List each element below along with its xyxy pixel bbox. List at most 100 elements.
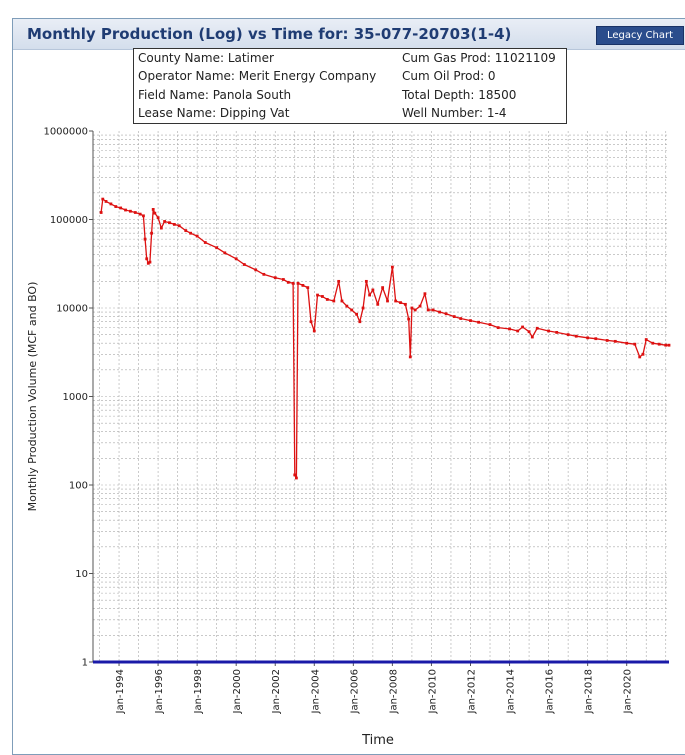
data-point — [390, 265, 394, 269]
page-title: Monthly Production (Log) vs Time for: 35… — [27, 25, 512, 43]
x-tick-label: Jan-2006 — [349, 669, 360, 714]
data-point — [296, 281, 300, 285]
data-point — [469, 319, 472, 323]
data-point — [168, 221, 171, 225]
data-point — [153, 211, 157, 215]
y-tick-label: 10000 — [56, 304, 88, 315]
data-point — [376, 302, 380, 306]
data-point — [521, 325, 524, 329]
data-point — [189, 231, 193, 235]
data-point — [177, 224, 181, 228]
data-point — [119, 206, 123, 210]
data-point — [156, 216, 160, 220]
data-point — [530, 335, 534, 339]
data-point — [657, 342, 661, 346]
data-point — [104, 200, 108, 203]
data-point — [294, 476, 298, 480]
data-point — [444, 312, 448, 316]
x-tick-label: Jan-2000 — [232, 669, 243, 714]
cum-gas-prod: Cum Gas Prod: 11021109 — [402, 51, 556, 65]
data-point — [386, 299, 389, 303]
data-point — [184, 229, 188, 232]
total-depth: Total Depth: 18500 — [402, 88, 517, 102]
data-point — [223, 251, 227, 255]
data-point — [133, 211, 137, 214]
data-point — [508, 327, 511, 331]
data-point — [664, 343, 668, 347]
data-point — [145, 257, 149, 261]
data-point — [431, 308, 435, 312]
data-point — [418, 304, 422, 308]
y-tick-label: 1 — [82, 658, 88, 669]
data-point — [142, 214, 145, 218]
data-point — [477, 320, 481, 324]
data-point — [555, 331, 559, 334]
data-point — [488, 323, 492, 326]
data-point — [150, 231, 153, 235]
data-point — [527, 330, 531, 334]
data-point — [394, 299, 398, 303]
data-point — [138, 212, 142, 216]
panel-header: Monthly Production (Log) vs Time for: 35… — [13, 19, 685, 50]
data-point — [321, 295, 324, 298]
legacy-chart-button[interactable]: Legacy Chart — [596, 26, 684, 45]
data-point — [114, 205, 118, 208]
data-point — [234, 257, 238, 261]
y-tick-label: 1000 — [63, 392, 88, 403]
data-point — [516, 329, 520, 333]
data-point — [254, 268, 258, 272]
data-point — [286, 280, 290, 284]
data-point — [337, 279, 341, 283]
data-point — [109, 202, 113, 206]
data-point — [316, 293, 319, 297]
data-point — [355, 312, 358, 316]
data-point — [129, 209, 132, 213]
x-tick-label: Jan-2004 — [310, 669, 321, 714]
data-point — [547, 329, 550, 333]
y-axis-title: Monthly Production Volume (MCF and BO) — [26, 282, 39, 512]
data-point — [242, 263, 246, 266]
x-tick-label: Jan-2012 — [466, 669, 477, 714]
operator-name: Operator Name: Merit Energy Company — [138, 69, 377, 83]
county-name: County Name: Latimer — [138, 51, 274, 65]
data-point — [423, 292, 427, 296]
data-point — [143, 237, 147, 241]
data-point — [99, 211, 103, 214]
data-point — [203, 241, 207, 244]
data-point — [404, 302, 407, 306]
data-point — [586, 336, 590, 340]
y-tick-label: 100 — [69, 481, 88, 492]
data-point — [651, 341, 655, 345]
data-point — [340, 299, 344, 303]
x-tick-label: Jan-2014 — [506, 669, 517, 714]
y-tick-label: 100000 — [50, 215, 88, 226]
x-tick-label: Jan-2020 — [623, 669, 634, 714]
data-point — [574, 334, 578, 338]
data-point — [312, 329, 316, 333]
data-point — [332, 299, 336, 303]
data-point — [101, 197, 105, 201]
data-point — [535, 326, 539, 330]
data-point — [641, 352, 645, 356]
data-point — [410, 306, 414, 310]
x-tick-label: Jan-2002 — [271, 669, 282, 714]
data-point — [399, 301, 402, 305]
data-point — [172, 223, 176, 226]
data-point — [407, 317, 411, 321]
data-point — [301, 284, 305, 287]
lease-name: Lease Name: Dipping Vat — [138, 106, 290, 120]
data-point — [625, 341, 629, 345]
x-tick-label: Jan-1994 — [115, 669, 126, 714]
data-point — [325, 298, 329, 301]
data-point — [163, 220, 166, 223]
data-point — [368, 293, 372, 297]
data-point — [291, 281, 295, 285]
y-tick-label: 1000000 — [43, 127, 88, 138]
x-tick-label: Jan-1996 — [154, 669, 165, 714]
data-point — [146, 261, 150, 265]
data-point — [306, 286, 310, 290]
data-point — [358, 320, 362, 324]
data-point — [215, 246, 219, 250]
x-tick-label: Jan-2010 — [427, 669, 438, 714]
data-point — [361, 306, 365, 310]
